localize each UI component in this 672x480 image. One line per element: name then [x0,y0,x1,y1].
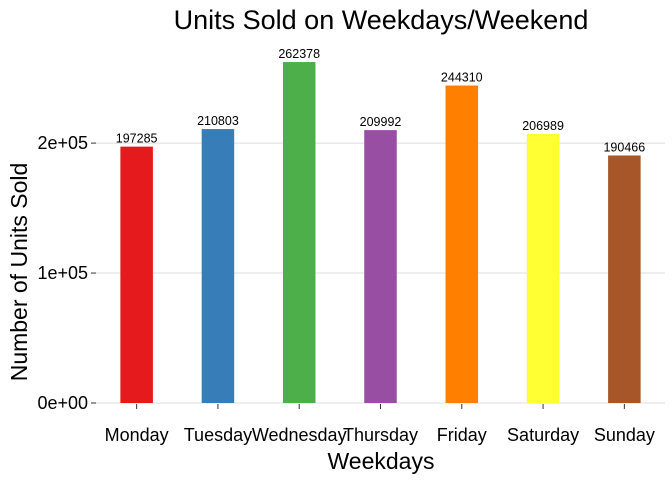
x-tick-label-tuesday: Tuesday [184,425,252,445]
bar-tuesday [201,129,235,404]
x-tick-label-sunday: Sunday [594,425,655,445]
bar-thursday [364,130,397,403]
x-tick-label-thursday: Thursday [343,425,418,445]
data-labels: 197285 210803 262378 209992 244310 206989 1904… [116,47,645,154]
bar-saturday [526,134,560,404]
bar-wednesday [282,62,316,404]
chart-title: Units Sold on Weekdays/Weekend [174,5,589,35]
data-label-wednesday: 262378 [278,47,320,61]
y-tick-label: 0e+00 [37,393,88,413]
y-axis: 0e+00 1e+05 2e+05 [37,133,96,413]
data-label-saturday: 206989 [522,119,564,133]
x-axis-title: Weekdays [328,448,435,474]
y-tick-label: 2e+05 [37,133,88,153]
y-tick-label: 1e+05 [37,263,88,283]
data-label-tuesday: 210803 [197,114,239,128]
x-tick-label-wednesday: Wednesday [252,425,347,445]
data-label-monday: 197285 [116,132,158,146]
bar-friday [445,85,479,404]
x-tick-label-saturday: Saturday [507,425,579,445]
data-label-thursday: 209992 [360,115,402,129]
data-label-sunday: 190466 [603,140,645,154]
bar-sunday [608,155,641,403]
data-label-friday: 244310 [441,71,483,85]
x-tick-label-monday: Monday [105,425,169,445]
bar-monday [120,146,153,403]
bars [120,62,641,404]
y-axis-title: Number of Units Sold [6,163,32,382]
x-tick-label-friday: Friday [437,425,487,445]
